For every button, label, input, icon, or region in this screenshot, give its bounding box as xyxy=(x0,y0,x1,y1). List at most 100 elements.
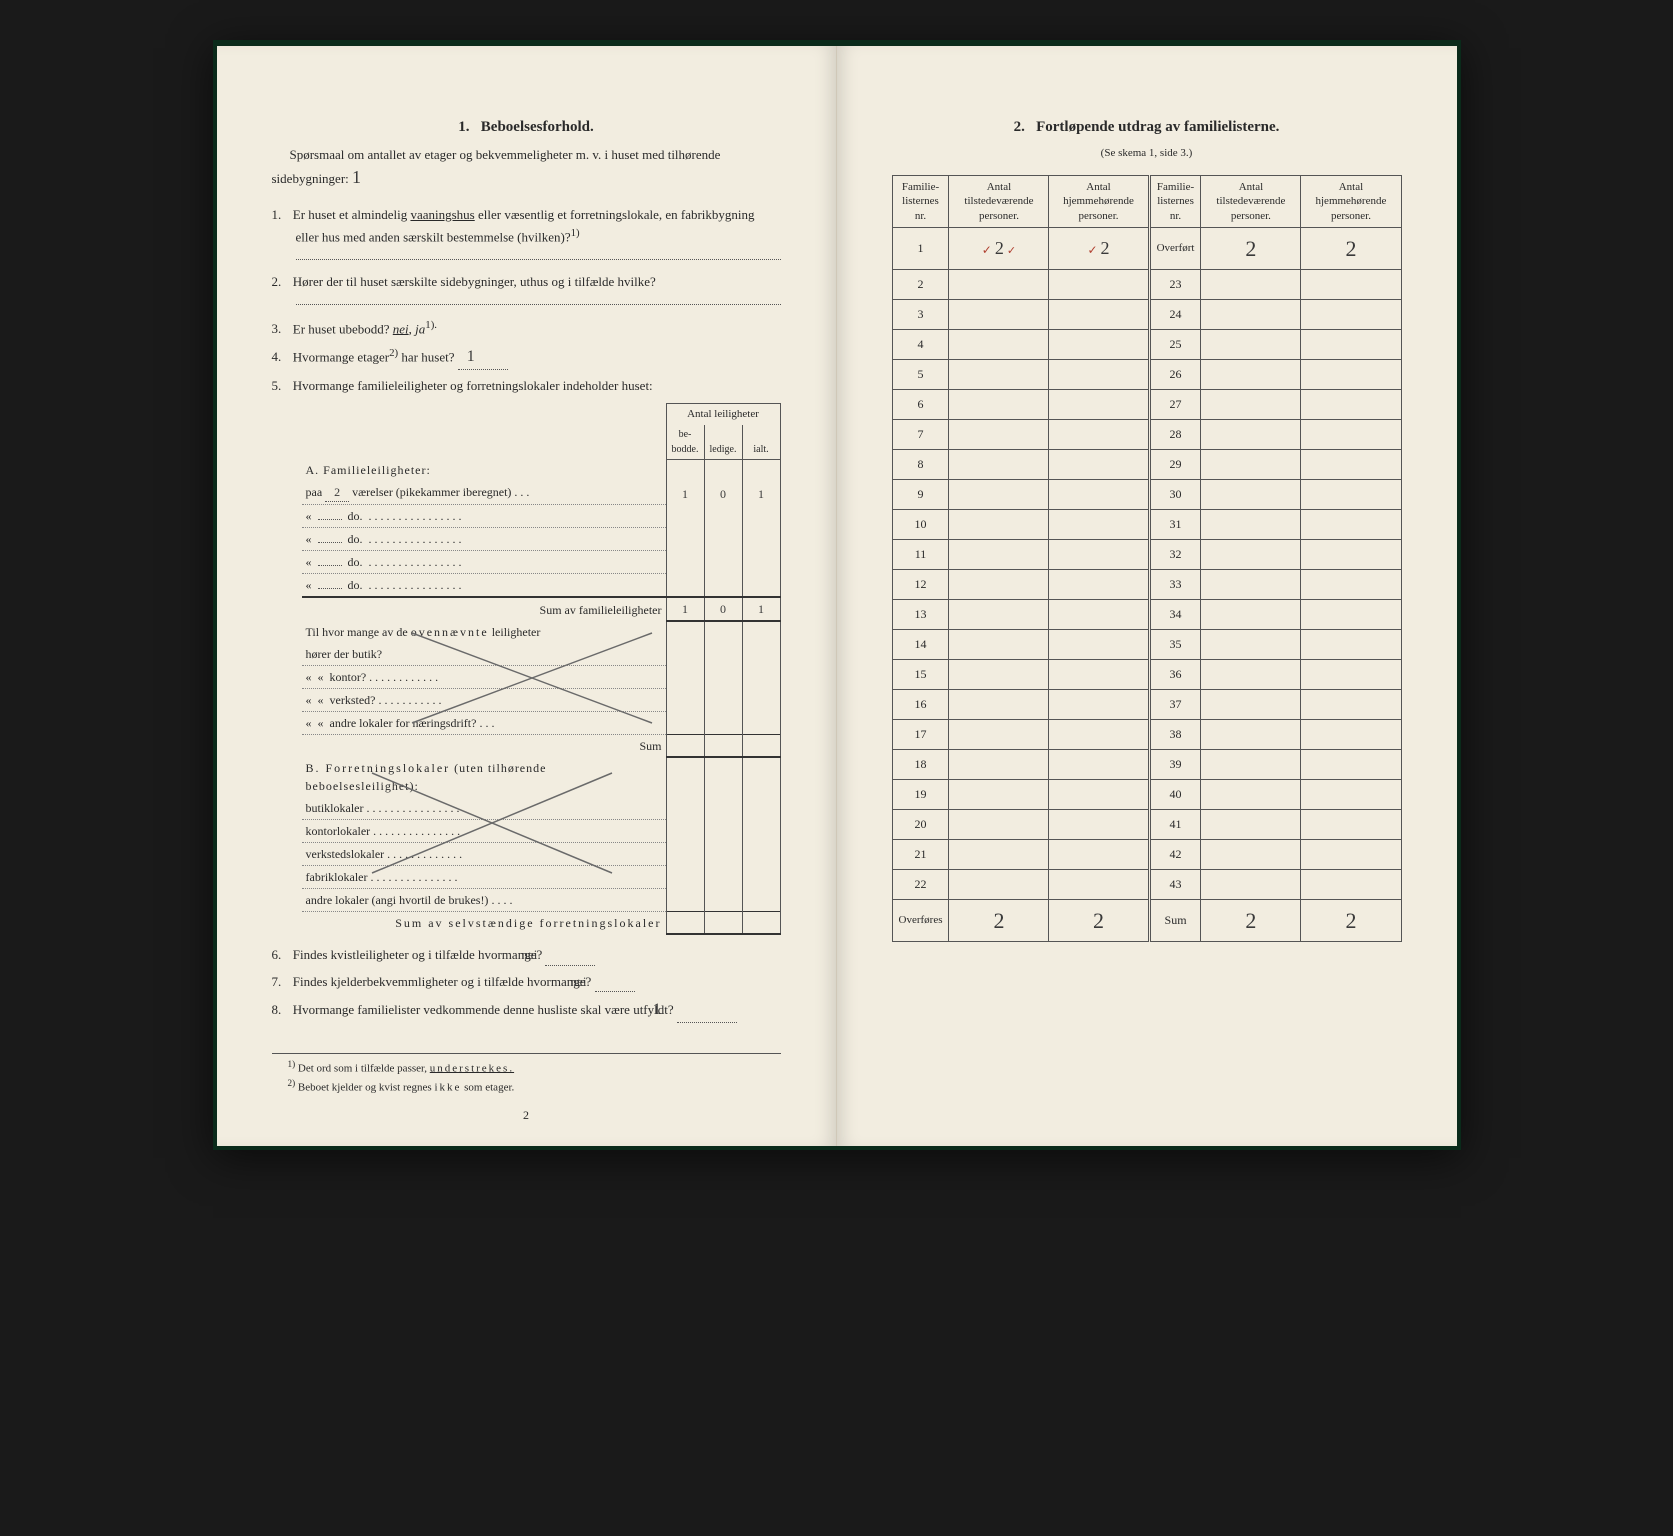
cell-nr-left: 19 xyxy=(892,779,949,809)
cell-hjemme-right xyxy=(1301,779,1401,809)
cell-hjemme-left xyxy=(1049,359,1149,389)
q4-pre: Hvormange etager xyxy=(293,349,389,364)
cell-hjemme-right xyxy=(1301,359,1401,389)
cell-hjemme-right xyxy=(1301,629,1401,659)
q4-post: har huset? xyxy=(398,349,454,364)
cell-hjemme-left xyxy=(1049,299,1149,329)
book-spread: 1. Beboelsesforhold. Spørsmaal om antall… xyxy=(213,40,1461,1150)
cell-tilstede-right xyxy=(1201,719,1301,749)
cell-tilstede-right xyxy=(1201,659,1301,689)
table-row: 13 34 xyxy=(892,599,1401,629)
cell-tilstede-right xyxy=(1201,569,1301,599)
table-row: 1031 xyxy=(892,509,1401,539)
cell-tilstede-right xyxy=(1201,509,1301,539)
cell-tilstede-left xyxy=(949,599,1049,629)
cell-nr-right: 23 xyxy=(1149,269,1201,299)
right-heading-num: 2. xyxy=(1014,119,1025,135)
cell-nr-right: 24 xyxy=(1149,299,1201,329)
table-row: 1✓ 2 ✓✓ 2Overført22 xyxy=(892,227,1401,269)
cell-hjemme-right: 2 xyxy=(1301,227,1401,269)
cell-hjemme-right xyxy=(1301,599,1401,629)
cell-hjemme-right xyxy=(1301,689,1401,719)
cell-hjemme-right xyxy=(1301,449,1401,479)
table-row: 829 xyxy=(892,449,1401,479)
cell-nr-right: 25 xyxy=(1149,329,1201,359)
cell-tilstede-left xyxy=(949,659,1049,689)
cell-hjemme-left xyxy=(1049,659,1149,689)
cell-hjemme-left xyxy=(1049,839,1149,869)
cell-hjemme-left xyxy=(1049,389,1149,419)
cell-tilstede-right: 2 xyxy=(1201,227,1301,269)
leilighet-table-wrap: Antal leiligheter be- bodde. ledige. ial… xyxy=(302,403,781,935)
cell-tilstede-right xyxy=(1201,539,1301,569)
cell-tilstede-right xyxy=(1201,749,1301,779)
hdr-nr-r: Familie- listernes nr. xyxy=(1149,176,1201,228)
cell-hjemme-right xyxy=(1301,479,1401,509)
cell-hjemme-right xyxy=(1301,419,1401,449)
q1-underlined: vaaningshus xyxy=(410,207,474,222)
right-heading: 2. Fortløpende utdrag av familielisterne… xyxy=(892,116,1402,139)
cell-nr-left: 11 xyxy=(892,539,949,569)
intro-text: Spørsmaal om antallet av etager og bekve… xyxy=(272,147,721,187)
cell-tilstede-left xyxy=(949,479,1049,509)
cell-hjemme-left xyxy=(1049,599,1149,629)
cell-nr-left: 10 xyxy=(892,509,949,539)
left-heading-num: 1. xyxy=(458,119,469,135)
table-row: 1536 xyxy=(892,659,1401,689)
cell-hjemme-left xyxy=(1049,269,1149,299)
q2-text: Hører der til huset særskilte sidebygnin… xyxy=(293,274,656,289)
cell-hjemme-left xyxy=(1049,569,1149,599)
cell-nr-left: 21 xyxy=(892,839,949,869)
sum-tilstede: 2 xyxy=(1201,899,1301,941)
cell-nr-right: 26 xyxy=(1149,359,1201,389)
cell-hjemme-left xyxy=(1049,689,1149,719)
cell-tilstede-left xyxy=(949,299,1049,329)
cell-tilstede-left xyxy=(949,719,1049,749)
cell-tilstede-left xyxy=(949,269,1049,299)
q4: 4. Hvormange etager2) har huset? 1 xyxy=(272,345,781,370)
cell-nr-left: 13 xyxy=(892,599,949,629)
table-row: 930 xyxy=(892,479,1401,509)
fn1: 1) Det ord som i tilfælde passer, unders… xyxy=(272,1058,781,1077)
q2: 2. Hører der til huset særskilte sidebyg… xyxy=(272,272,781,311)
hdr-hjemme-l: Antal hjemmehørende personer. xyxy=(1049,176,1149,228)
table-footer-row: Overføres 2 2 Sum 2 2 xyxy=(892,899,1401,941)
left-page: 1. Beboelsesforhold. Spørsmaal om antall… xyxy=(217,46,837,1146)
A-r1-c1: 1 xyxy=(666,481,704,505)
A-r1-c2: 0 xyxy=(704,481,742,505)
cell-hjemme-right xyxy=(1301,869,1401,899)
A-sum-c1: 1 xyxy=(666,597,704,621)
cell-tilstede-left xyxy=(949,359,1049,389)
cell-tilstede-left: ✓ 2 ✓ xyxy=(949,227,1049,269)
cell-tilstede-left xyxy=(949,689,1049,719)
q6: 6. Findes kvistleiligheter og i tilfælde… xyxy=(272,945,781,966)
cell-nr-left: 6 xyxy=(892,389,949,419)
cell-tilstede-left xyxy=(949,329,1049,359)
q1: 1. Er huset et almindelig vaaningshus el… xyxy=(272,205,781,266)
table-row: 1940 xyxy=(892,779,1401,809)
q7-value: nei xyxy=(595,972,635,993)
B-sum: Sum av selvstændige forretningslokaler xyxy=(302,912,667,935)
A-sum-label: Sum av familieleiligheter xyxy=(302,597,667,621)
cell-tilstede-right xyxy=(1201,779,1301,809)
cell-hjemme-left xyxy=(1049,509,1149,539)
cell-hjemme-right xyxy=(1301,719,1401,749)
cell-nr-left: 17 xyxy=(892,719,949,749)
table-row: 1435 xyxy=(892,629,1401,659)
cell-tilstede-left xyxy=(949,509,1049,539)
table-row: 425 xyxy=(892,329,1401,359)
cell-nr-right: 34 xyxy=(1149,599,1201,629)
cell-tilstede-left xyxy=(949,839,1049,869)
cell-hjemme-right xyxy=(1301,509,1401,539)
q6-text: Findes kvistleiligheter og i tilfælde hv… xyxy=(293,947,542,962)
cell-nr-left: 1 xyxy=(892,227,949,269)
cell-hjemme-right xyxy=(1301,299,1401,329)
table-row: 1839 xyxy=(892,749,1401,779)
extract-table: Familie- listernes nr. Antal tilstedevær… xyxy=(892,175,1402,942)
cell-nr-right: 28 xyxy=(1149,419,1201,449)
cell-tilstede-right xyxy=(1201,689,1301,719)
q6-value: nei xyxy=(545,945,595,966)
q8-value: 1 xyxy=(677,998,737,1023)
cell-nr-right: 40 xyxy=(1149,779,1201,809)
cell-tilstede-right xyxy=(1201,599,1301,629)
